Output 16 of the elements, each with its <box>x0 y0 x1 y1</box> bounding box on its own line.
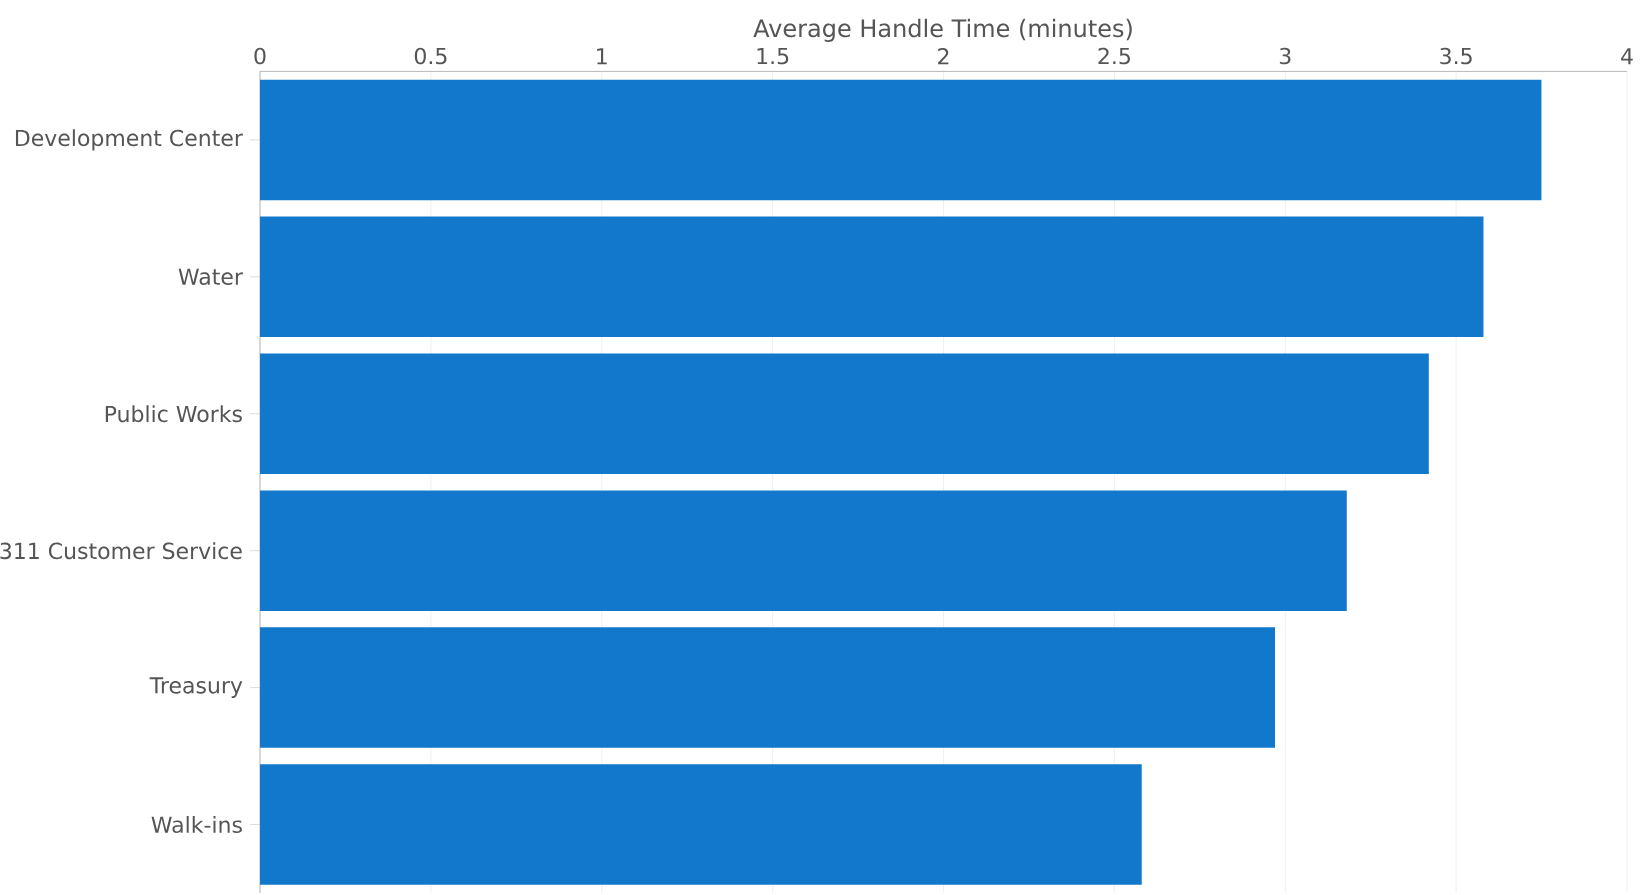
x-tick-label: 3.5 <box>1440 47 1472 65</box>
y-tick-label: Public Works <box>105 405 242 423</box>
y-tick-label: Treasury <box>149 677 243 698</box>
y-tick-label: Development Center <box>15 129 243 151</box>
x-tick-label: 0 <box>254 47 266 65</box>
x-tick-label: 2.5 <box>1098 47 1130 65</box>
y-tick-label: 311 Customer Service <box>0 542 242 560</box>
x-axis-title: Average Handle Time (minutes) <box>753 18 1132 42</box>
x-tick-label: 0.5 <box>414 47 447 65</box>
y-tick-label: Water <box>178 268 243 285</box>
x-tick-label: 2 <box>938 48 949 65</box>
y-tick-label: Walk-ins <box>151 816 242 834</box>
x-tick-label: 3 <box>1279 47 1291 65</box>
x-tick-label: 1 <box>597 48 607 65</box>
x-tick-label: 1.5 <box>757 48 789 65</box>
x-tick-label: 4 <box>1621 48 1633 65</box>
